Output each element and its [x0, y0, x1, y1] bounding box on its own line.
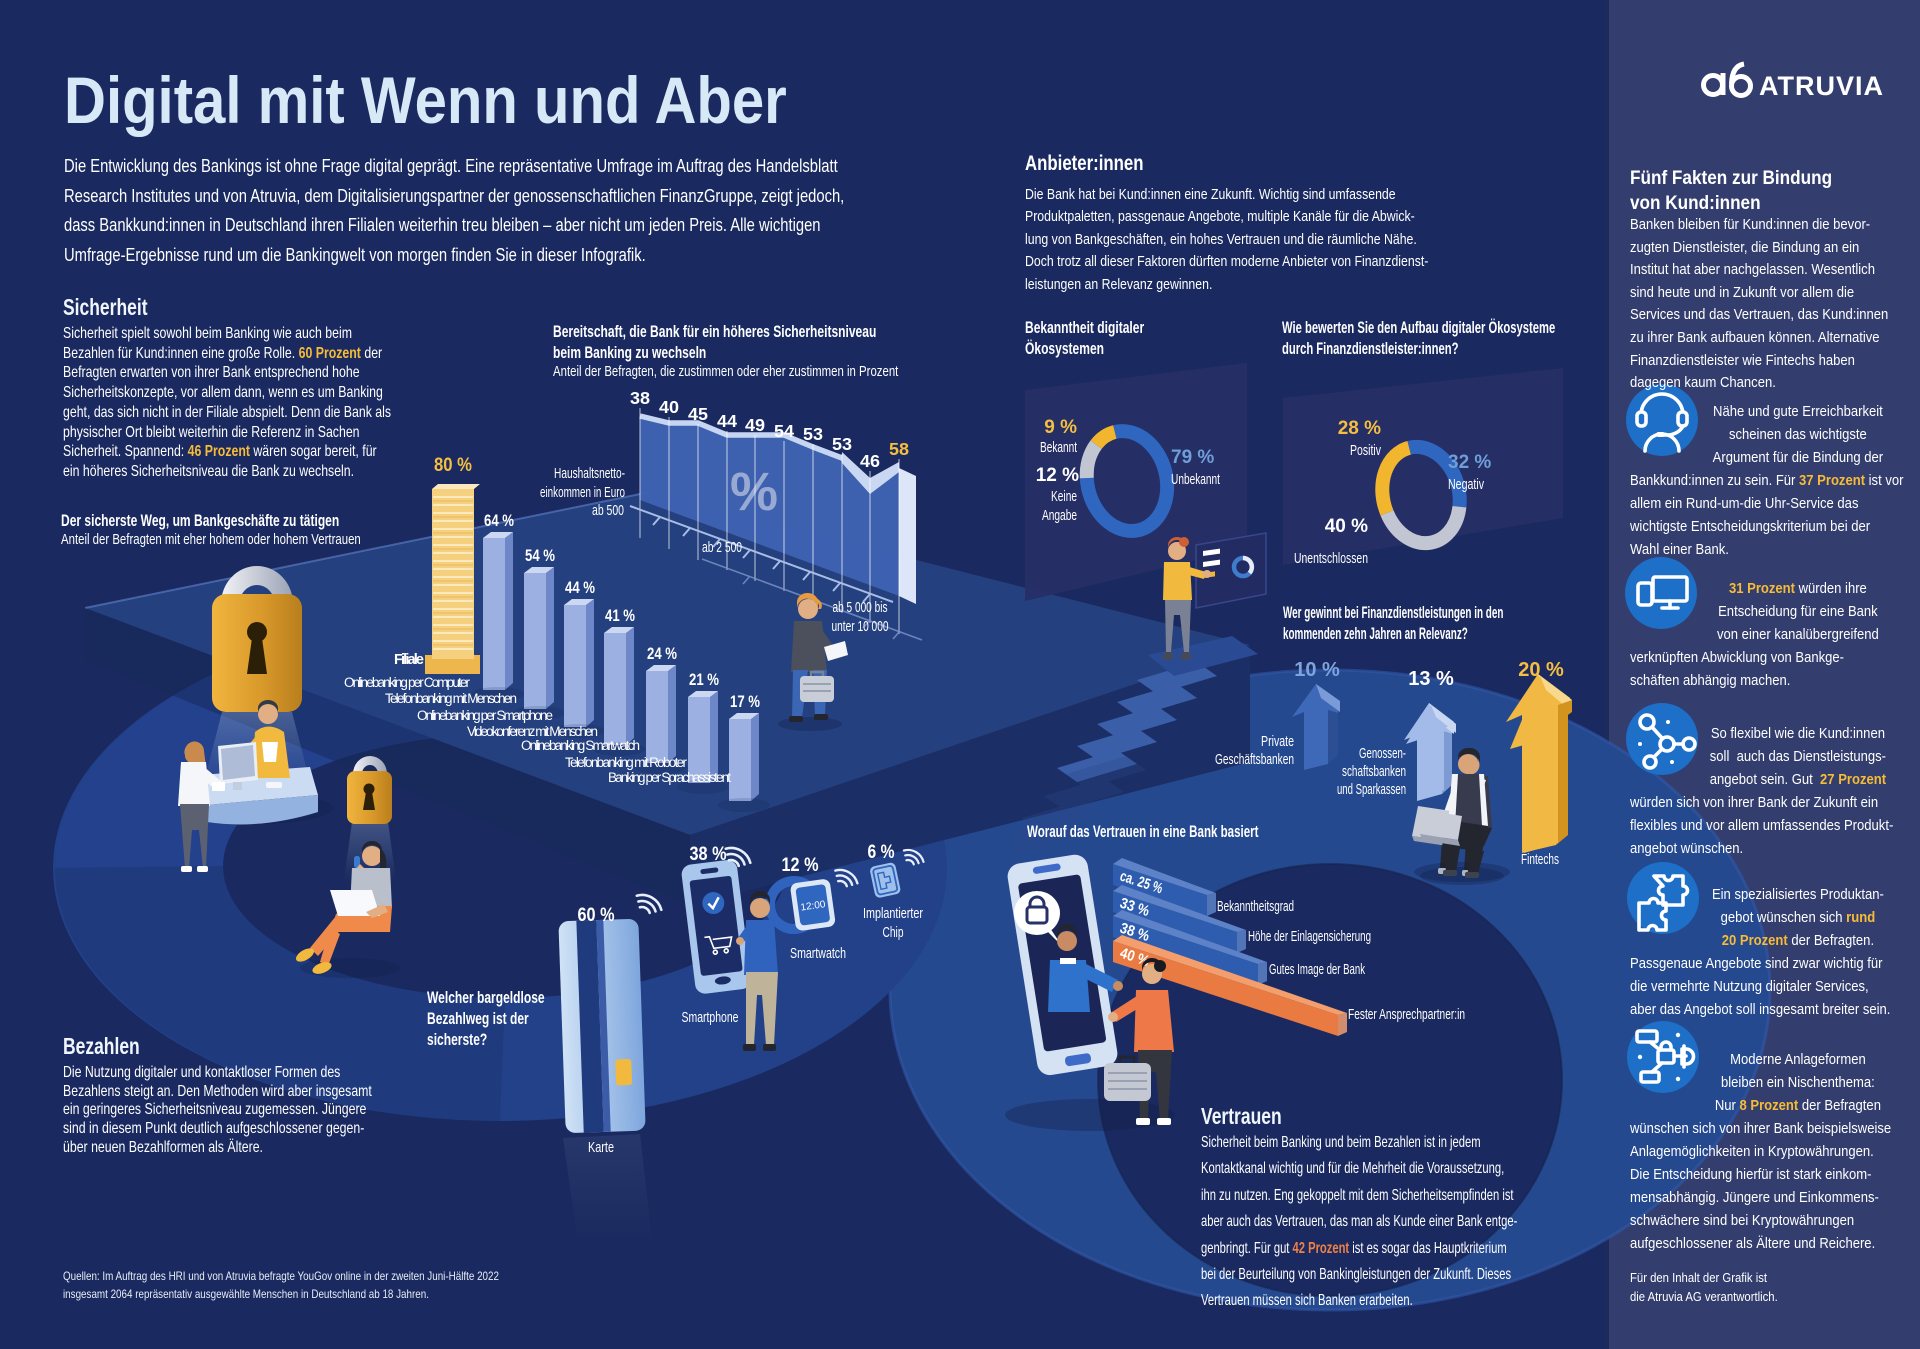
svg-text:Onlinebanking per Computer: Onlinebanking per Computer	[344, 675, 471, 690]
svg-text:schaftsbanken: schaftsbanken	[1342, 763, 1406, 780]
svg-text:9 %: 9 %	[1044, 417, 1077, 438]
svg-text:Keine: Keine	[1051, 488, 1077, 505]
svg-text:Private: Private	[1261, 733, 1294, 750]
svg-text:ab 500: ab 500	[592, 502, 624, 519]
svg-text:6 %: 6 %	[868, 842, 895, 863]
svg-text:17 %: 17 %	[730, 693, 760, 711]
svg-text:Genossen-: Genossen-	[1359, 745, 1406, 762]
svg-text:58: 58	[889, 439, 909, 459]
svg-text:ATRUVIA: ATRUVIA	[1759, 71, 1884, 101]
svg-text:Fester Ansprechpartner:in: Fester Ansprechpartner:in	[1348, 1006, 1465, 1023]
svg-text:80 %: 80 %	[434, 455, 472, 476]
svg-text:ab 2 500: ab 2 500	[702, 539, 742, 556]
svg-text:40: 40	[659, 397, 679, 417]
svg-text:Gutes Image der Bank: Gutes Image der Bank	[1269, 961, 1365, 978]
svg-text:Banking per Sprachassistent: Banking per Sprachassistent	[608, 770, 731, 785]
svg-text:44: 44	[717, 411, 737, 431]
svg-text:13 %: 13 %	[1408, 668, 1454, 690]
svg-text:Filiale: Filiale	[394, 652, 424, 668]
svg-text:einkommen in Euro: einkommen in Euro	[540, 484, 625, 501]
svg-text:Positiv: Positiv	[1350, 442, 1381, 459]
svg-text:12 %: 12 %	[782, 855, 819, 876]
svg-text:%: %	[730, 462, 778, 522]
svg-text:Videokonferenz mit Menschen: Videokonferenz mit Menschen	[467, 724, 598, 739]
svg-text:Haushaltsnetto-: Haushaltsnetto-	[554, 465, 625, 482]
svg-text:60 %: 60 %	[578, 905, 615, 926]
svg-text:54: 54	[774, 421, 794, 441]
svg-text:Höhe der Einlagensicherung: Höhe der Einlagensicherung	[1248, 928, 1371, 945]
svg-text:53: 53	[832, 434, 852, 454]
svg-text:Angabe: Angabe	[1042, 507, 1077, 524]
svg-text:unter 10 000: unter 10 000	[832, 618, 889, 635]
svg-text:Telefonbanking mit Menschen: Telefonbanking mit Menschen	[385, 691, 517, 706]
svg-text:Karte: Karte	[588, 1139, 614, 1156]
svg-text:40 %: 40 %	[1325, 516, 1368, 537]
svg-text:12:00: 12:00	[800, 899, 827, 913]
svg-text:10 %: 10 %	[1294, 659, 1340, 681]
svg-text:79 %: 79 %	[1171, 447, 1214, 468]
svg-text:und Sparkassen: und Sparkassen	[1337, 781, 1406, 798]
svg-text:32 %: 32 %	[1448, 452, 1491, 473]
svg-text:28 %: 28 %	[1338, 418, 1381, 439]
svg-text:53: 53	[803, 424, 823, 444]
svg-text:20 %: 20 %	[1518, 659, 1564, 681]
svg-text:Fintechs: Fintechs	[1521, 851, 1559, 868]
svg-text:Bekanntheitsgrad: Bekanntheitsgrad	[1217, 898, 1294, 915]
svg-text:64 %: 64 %	[484, 512, 514, 530]
svg-text:Onlinebanking Smartwatch: Onlinebanking Smartwatch	[521, 738, 640, 753]
svg-text:12 %: 12 %	[1036, 465, 1079, 486]
svg-text:21 %: 21 %	[689, 671, 719, 689]
svg-text:38: 38	[630, 388, 650, 408]
svg-text:Negativ: Negativ	[1448, 476, 1484, 493]
svg-text:Smartwatch: Smartwatch	[790, 945, 846, 962]
svg-text:46: 46	[860, 451, 880, 471]
svg-text:Unentschlossen: Unentschlossen	[1294, 550, 1368, 567]
svg-text:24 %: 24 %	[647, 645, 677, 663]
svg-text:41 %: 41 %	[605, 607, 635, 625]
svg-text:38 %: 38 %	[690, 844, 727, 865]
svg-text:Chip: Chip	[883, 924, 904, 941]
svg-text:44 %: 44 %	[565, 579, 595, 597]
svg-text:Smartphone: Smartphone	[682, 1009, 739, 1026]
svg-text:54 %: 54 %	[525, 547, 555, 565]
svg-text:Implantierter: Implantierter	[863, 905, 923, 922]
svg-text:45: 45	[688, 404, 708, 424]
svg-text:Geschäftsbanken: Geschäftsbanken	[1215, 751, 1294, 768]
svg-text:Unbekannt: Unbekannt	[1171, 471, 1221, 488]
svg-text:ab 5 000 bis: ab 5 000 bis	[833, 599, 888, 616]
svg-text:Bekannt: Bekannt	[1040, 439, 1078, 456]
svg-text:Telefonbanking mit Roboter: Telefonbanking mit Roboter	[565, 755, 688, 770]
svg-text:Onlinebanking per Smartphone: Onlinebanking per Smartphone	[417, 708, 553, 723]
svg-text:49: 49	[745, 415, 765, 435]
